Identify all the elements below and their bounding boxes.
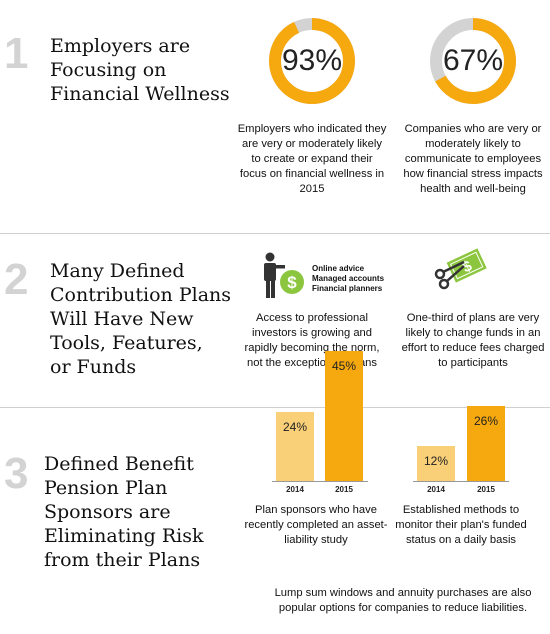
donut-value-67: 67%	[442, 44, 504, 77]
donut-chart-93	[269, 18, 355, 104]
section-divider	[0, 407, 550, 408]
advisor-dollar-icon: $	[264, 252, 304, 298]
bar-value-label: 24%	[282, 419, 308, 434]
bar-2015: 45%	[325, 351, 363, 481]
stat-description: Employers who indicated they are very or…	[237, 123, 387, 195]
donut-arc	[269, 18, 355, 104]
donut-chart-67	[430, 18, 516, 104]
advice-item: Managed accounts	[312, 274, 385, 283]
bar-value-label: 45%	[331, 359, 357, 373]
year-label: 2014	[286, 485, 304, 494]
year-label: 2015	[477, 485, 495, 494]
section-2-number: 2	[4, 255, 29, 304]
chart-baseline	[272, 481, 368, 482]
bar-value-label: 12%	[423, 454, 449, 469]
stat-description: Access to professional investors is grow…	[244, 312, 380, 369]
section-1-title: Employers are Focusing on Financial Well…	[50, 35, 230, 105]
scissors-dollar-icon: $	[434, 248, 487, 290]
chart-description: Established methods to monitor their pla…	[395, 504, 527, 546]
advice-item: Financial planners	[312, 284, 383, 293]
advice-list: Online advice Managed accounts Financial…	[312, 264, 384, 294]
section-3-number: 3	[4, 449, 29, 498]
advice-item: Online advice	[312, 264, 365, 273]
bar-2014: 12%	[417, 446, 455, 481]
footer-note: Lump sum windows and annuity purchases a…	[274, 587, 532, 614]
year-label: 2015	[335, 485, 353, 494]
year-label: 2014	[427, 485, 445, 494]
stat-description: One-third of plans are very likely to ch…	[401, 312, 545, 369]
stat-description: Companies who are very or moderately lik…	[403, 123, 543, 195]
section-2-title: Many Defined Contribution Plans Will Hav…	[50, 260, 232, 378]
donut-arc	[430, 18, 516, 104]
bar-value-label: 26%	[473, 413, 499, 428]
bar-2014: 24%	[276, 411, 314, 481]
donut-value-93: 93%	[281, 44, 343, 77]
chart-baseline	[413, 481, 509, 482]
svg-text:$: $	[287, 273, 297, 292]
section-1-number: 1	[4, 29, 29, 78]
section-3-title: Defined Benefit Pension Plan Sponsors ar…	[44, 453, 204, 571]
bar-2015: 26%	[467, 405, 505, 481]
chart-description: Plan sponsors who have recently complete…	[244, 504, 388, 546]
section-divider	[0, 233, 550, 234]
